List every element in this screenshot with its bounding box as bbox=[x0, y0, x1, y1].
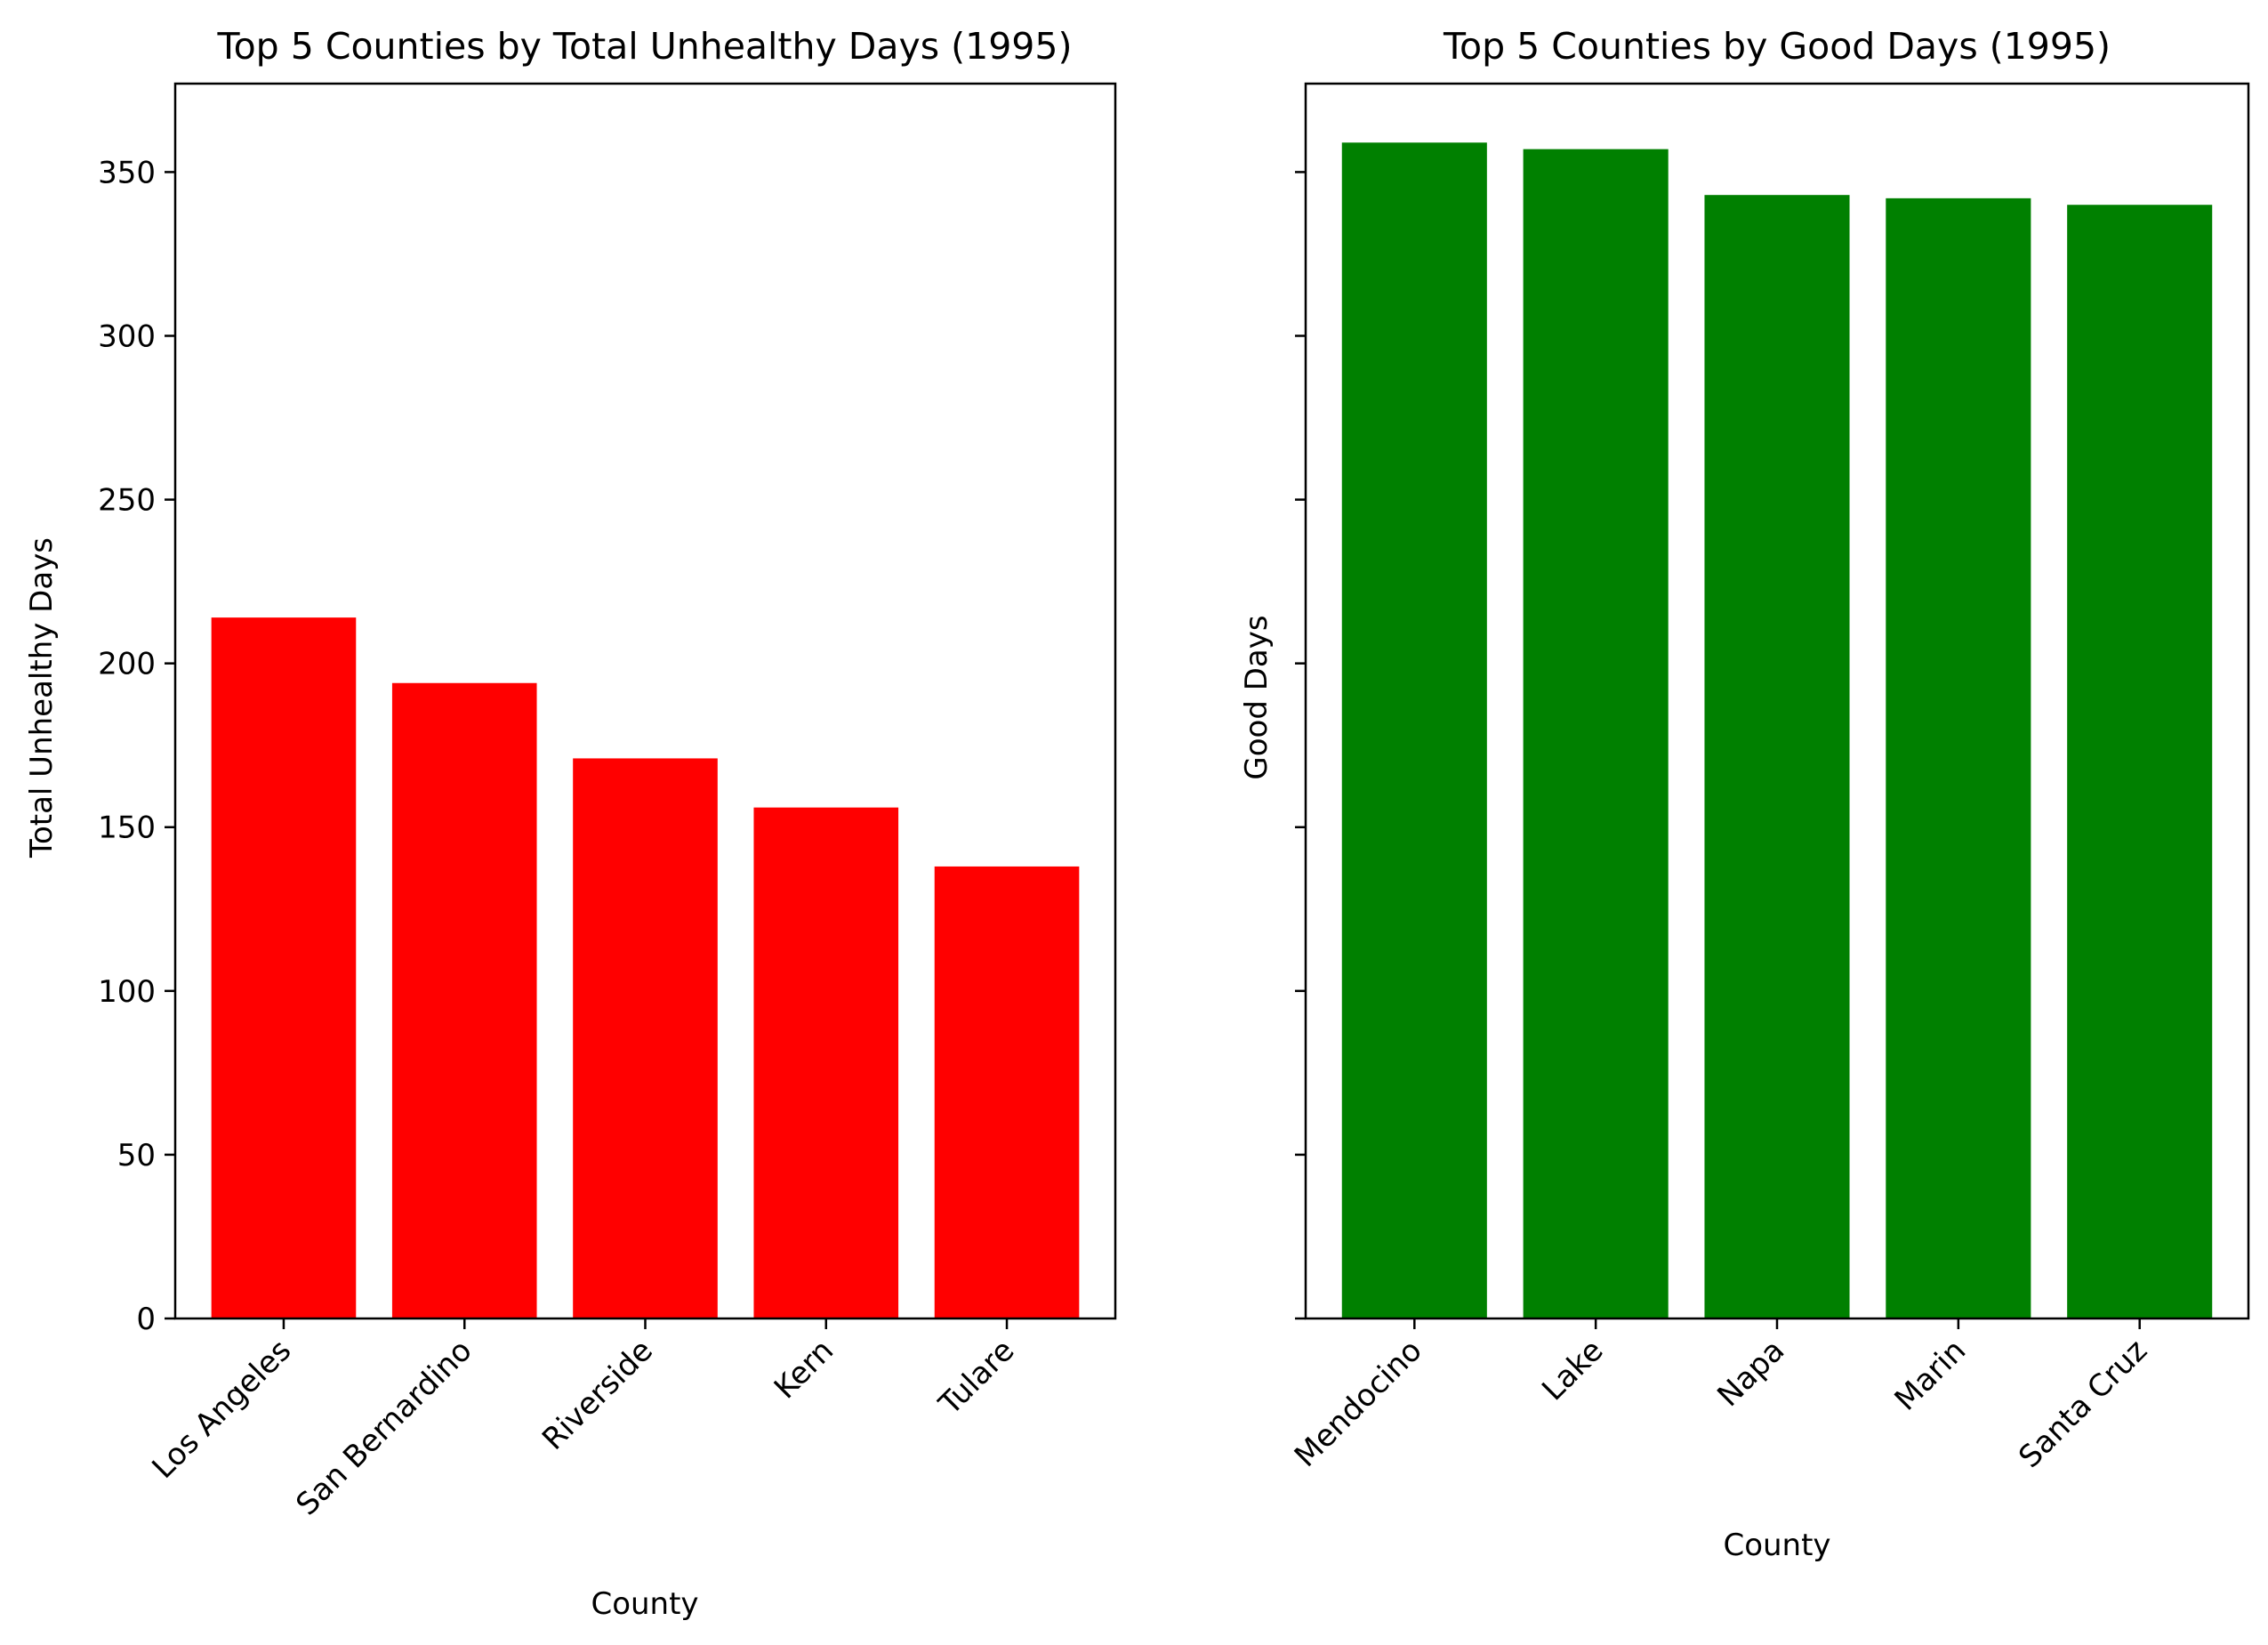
y-tick-label: 200 bbox=[98, 647, 156, 682]
x-tick-label: Napa bbox=[1710, 1333, 1791, 1414]
y-ticks bbox=[1295, 171, 1306, 1320]
y-axis-label: Total Unhealthy Days bbox=[24, 537, 60, 859]
bar-riverside bbox=[573, 758, 718, 1318]
y-axis-label: Good Days bbox=[1239, 615, 1275, 779]
x-ticks: Mendocino Lake Napa Marin Santa Cruz bbox=[1288, 1318, 2154, 1475]
x-tick-label: San Bernardino bbox=[289, 1333, 479, 1522]
y-tick-label: 350 bbox=[98, 155, 156, 190]
y-tick-label: 150 bbox=[98, 810, 156, 846]
unhealthy-days-chart: Top 5 Counties by Total Unhealthy Days (… bbox=[24, 25, 1117, 1622]
x-axis-label: County bbox=[1723, 1528, 1830, 1563]
y-tick-label: 100 bbox=[98, 974, 156, 1010]
x-tick-label: Los Angeles bbox=[145, 1333, 298, 1486]
x-tick-label: Riverside bbox=[535, 1333, 660, 1457]
x-tick-label: Marin bbox=[1888, 1333, 1974, 1418]
chart-title: Top 5 Counties by Total Unhealthy Days (… bbox=[217, 25, 1073, 68]
bar-mendocino bbox=[1341, 142, 1487, 1319]
x-tick-label: Kern bbox=[768, 1333, 840, 1406]
y-tick-label: 250 bbox=[98, 483, 156, 519]
bar-san-bernardino bbox=[391, 682, 537, 1318]
bar-lake bbox=[1523, 149, 1669, 1319]
bar-tulare bbox=[934, 866, 1080, 1318]
bar-los-angeles bbox=[211, 617, 357, 1318]
bar-marin bbox=[1886, 198, 2031, 1319]
x-tick-label: Mendocino bbox=[1288, 1333, 1429, 1474]
bar-kern bbox=[753, 807, 899, 1318]
bars bbox=[1341, 142, 2213, 1319]
x-tick-label: Santa Cruz bbox=[2012, 1333, 2154, 1475]
plot-frame bbox=[173, 82, 1117, 1320]
y-ticks: 0 50 100 150 200 250 300 350 bbox=[98, 155, 175, 1337]
x-tick-label: Tulare bbox=[932, 1333, 1022, 1423]
bars bbox=[211, 617, 1080, 1318]
y-tick-label: 300 bbox=[98, 319, 156, 354]
x-tick-label: Lake bbox=[1535, 1333, 1610, 1407]
bar-napa bbox=[1704, 195, 1850, 1318]
y-tick-label: 0 bbox=[136, 1302, 156, 1337]
x-axis-label: County bbox=[591, 1586, 698, 1622]
plot-frame bbox=[1304, 82, 2250, 1320]
good-days-chart: Top 5 Counties by Good Days (1995) Good … bbox=[1239, 25, 2250, 1563]
y-tick-label: 50 bbox=[117, 1138, 156, 1173]
bar-santa-cruz bbox=[2067, 205, 2213, 1319]
chart-title: Top 5 Counties by Good Days (1995) bbox=[1443, 25, 2111, 68]
